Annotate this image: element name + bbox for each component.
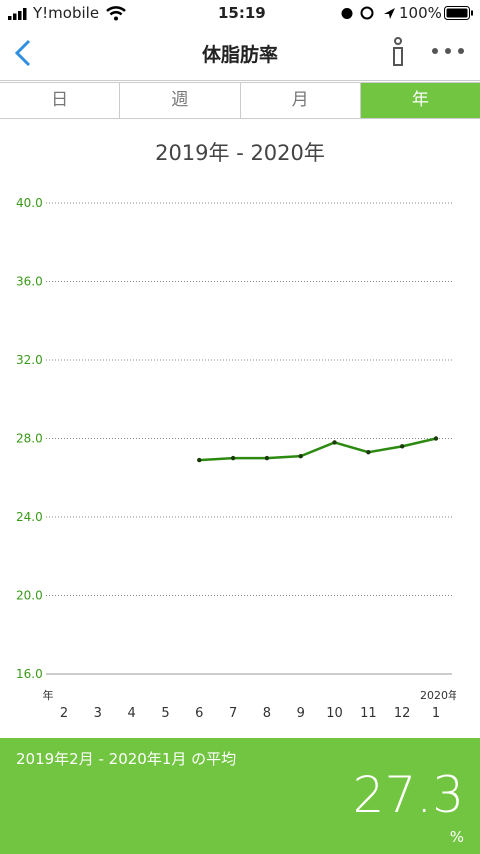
nav-bar: 体脂肪率 — [0, 28, 480, 81]
status-icons — [341, 6, 395, 20]
y-tick-label: 28.0 — [16, 432, 43, 446]
tab[interactable]: 年 — [359, 83, 480, 118]
carrier: Y!mobile — [33, 4, 100, 22]
battery-icon — [444, 6, 473, 20]
nav-title: 体脂肪率 — [201, 44, 278, 66]
y-tick-label: 24.0 — [16, 510, 43, 524]
wifi-icon — [106, 6, 126, 21]
x-tick-label: 6 — [195, 706, 203, 721]
y-tick-label: 36.0 — [16, 275, 43, 289]
more-button[interactable] — [430, 46, 466, 56]
battery-text: 100% — [399, 4, 442, 22]
tab[interactable]: 週 — [119, 83, 239, 118]
tab[interactable]: 日 — [51, 90, 69, 110]
x-tick-label: 3 — [94, 706, 102, 721]
data-point — [399, 444, 405, 449]
y-tick-label: 16.0 — [16, 667, 43, 681]
y-tick-label: 32.0 — [16, 353, 43, 367]
summary-unit: % — [449, 828, 464, 846]
data-point — [332, 440, 337, 445]
data-point — [298, 453, 303, 459]
signal-icon — [8, 8, 27, 20]
chart-title: 2019年 - 2020年 — [155, 141, 325, 165]
x-tick-label: 5 — [161, 706, 169, 721]
x-tick-label: 2 — [60, 706, 68, 721]
period-tabs: 日 週 月 年 — [0, 82, 480, 119]
data-point — [264, 455, 270, 461]
summary-value: 27.3 — [352, 766, 464, 824]
x-tick-label: 1 — [432, 706, 440, 721]
status-bar: Y!mobile 15:19 100% — [0, 0, 480, 28]
data-point — [433, 436, 439, 441]
data-point — [366, 450, 371, 455]
x-tick-label: 10 — [326, 706, 343, 721]
chart: 2019年 - 2020年 16.0 20.0 24.0 28.0 32.0 36.0 40… — [16, 141, 459, 721]
x-tick-label: 8 — [263, 706, 271, 721]
y-tick-label: 40.0 — [16, 196, 43, 210]
year-label: 2020年 — [420, 688, 459, 702]
data-line — [199, 437, 437, 462]
back-button[interactable] — [12, 38, 34, 68]
x-tick-label: 4 — [127, 706, 135, 721]
x-tick-label: 12 — [394, 706, 411, 721]
x-tick-label: 9 — [297, 706, 305, 721]
data-point — [197, 457, 202, 463]
tab[interactable]: 月 — [239, 83, 360, 118]
summary-panel: 2019年2月 - 2020年1月 の平均 27.3 % — [0, 738, 480, 854]
summary-label: 2019年2月 - 2020年1月 の平均 — [16, 750, 237, 768]
info-button[interactable] — [388, 36, 408, 68]
y-tick-label: 20.0 — [16, 589, 43, 603]
data-point — [230, 455, 236, 461]
year-label: 年 — [43, 688, 54, 702]
x-tick-label: 7 — [229, 706, 237, 721]
x-tick-label: 11 — [360, 706, 377, 721]
clock: 15:19 — [218, 4, 266, 22]
